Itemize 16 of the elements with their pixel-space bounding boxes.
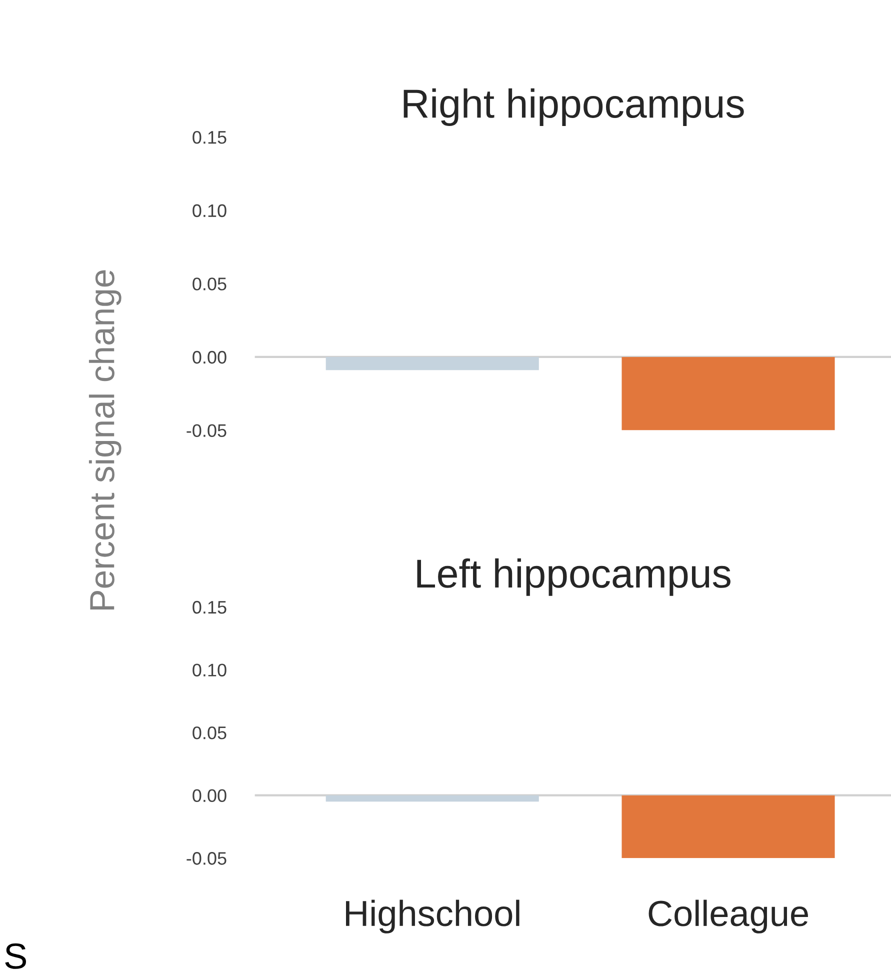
chart-title: Right hippocampus [404, 88, 744, 126]
chart-title: Left hippocampus [417, 558, 730, 596]
y-tick-label: 0.15 [192, 600, 226, 614]
y-tick-label: 0.05 [192, 726, 226, 740]
y-tick-label: -0.05 [186, 852, 226, 865]
y-axis-title: Percent signal change [88, 270, 122, 610]
x-tick-label: Highschool [346, 900, 520, 934]
y-tick-label: 0.00 [192, 789, 226, 802]
y-tick-label: 0.10 [192, 204, 226, 218]
x-tick-label: Colleague [648, 900, 808, 934]
y-tick-label: 0.00 [192, 350, 226, 364]
y-tick-label: -0.05 [186, 424, 226, 437]
y-tick-label: 0.15 [192, 130, 226, 144]
y-tick-label: 0.10 [192, 664, 226, 676]
y-tick-label: 0.05 [192, 278, 226, 290]
text: S [5, 943, 26, 969]
